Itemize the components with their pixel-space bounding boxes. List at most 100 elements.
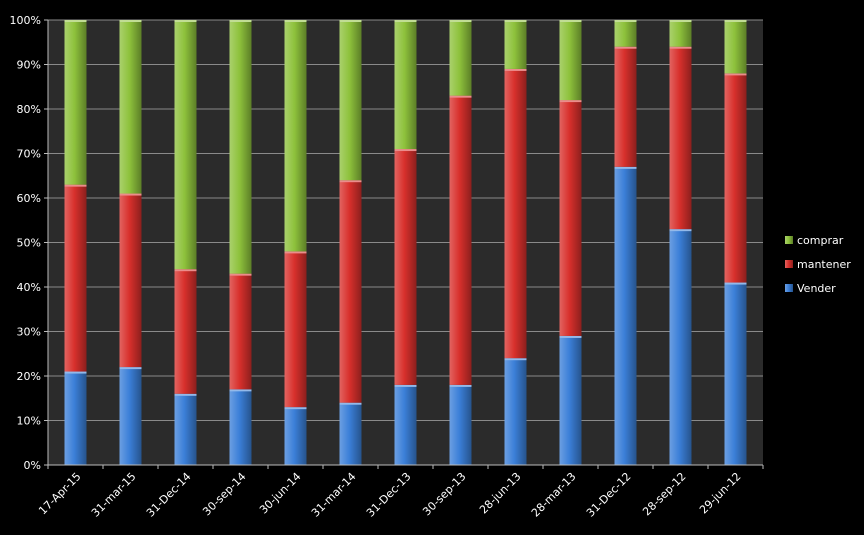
bar-edge xyxy=(504,358,527,361)
bar-edge xyxy=(559,335,582,338)
y-tick-label: 70% xyxy=(17,148,41,161)
bar-edge xyxy=(174,393,197,396)
bar-comprar-6 xyxy=(394,20,417,150)
bar-edge xyxy=(614,46,637,49)
y-tick-label: 50% xyxy=(17,237,41,250)
y-tick-label: 10% xyxy=(17,415,41,428)
bar-mantener-12 xyxy=(724,73,747,283)
bar-mantener-2 xyxy=(174,269,197,394)
bar-edge xyxy=(119,20,142,22)
bar-edge xyxy=(669,20,692,22)
bar-edge xyxy=(339,402,362,405)
bar-comprar-0 xyxy=(64,20,87,185)
bar-vender-9 xyxy=(559,335,582,465)
bar-edge xyxy=(449,20,472,22)
bar-comprar-2 xyxy=(174,20,197,270)
bar-mantener-8 xyxy=(504,68,527,359)
bar-edge xyxy=(64,184,87,187)
bar-edge xyxy=(724,282,747,285)
bar-edge xyxy=(284,20,307,22)
bar-edge xyxy=(614,20,637,22)
bar-comprar-1 xyxy=(119,20,142,194)
bar-vender-0 xyxy=(64,371,87,465)
y-tick-label: 80% xyxy=(17,103,41,116)
legend-swatch-mantener xyxy=(785,260,793,268)
bar-vender-1 xyxy=(119,367,142,465)
bar-comprar-12 xyxy=(724,20,747,74)
bar-edge xyxy=(229,389,252,392)
y-tick-label: 20% xyxy=(17,370,41,383)
legend: comprar mantener Vender xyxy=(785,234,851,295)
bar-mantener-6 xyxy=(394,149,417,385)
legend-swatch-comprar xyxy=(785,236,793,244)
bar-edge xyxy=(119,367,142,370)
bar-edge xyxy=(669,46,692,49)
bar-edge xyxy=(64,20,87,22)
bar-edge xyxy=(229,20,252,22)
bar-mantener-4 xyxy=(284,251,307,408)
bar-edge xyxy=(724,20,747,22)
bar-mantener-9 xyxy=(559,100,582,336)
bar-vender-8 xyxy=(504,358,527,465)
legend-label-mantener: mantener xyxy=(797,258,851,271)
legend-label-vender: Vender xyxy=(797,282,836,295)
bar-mantener-5 xyxy=(339,180,362,403)
bar-edge xyxy=(284,251,307,254)
bar-edge xyxy=(669,229,692,232)
bar-edge xyxy=(174,20,197,22)
bar-vender-12 xyxy=(724,282,747,465)
bar-edge xyxy=(614,166,637,169)
bar-edge xyxy=(559,20,582,22)
bars xyxy=(64,20,747,465)
bar-comprar-3 xyxy=(229,20,252,274)
bar-vender-6 xyxy=(394,384,417,465)
bar-edge xyxy=(339,20,362,22)
bar-vender-3 xyxy=(229,389,252,465)
bar-vender-5 xyxy=(339,402,362,465)
y-tick-label: 60% xyxy=(17,192,41,205)
bar-vender-7 xyxy=(449,384,472,465)
bar-edge xyxy=(394,384,417,387)
bar-comprar-8 xyxy=(504,20,527,69)
y-axis: 0% 10% 20% 30% 40% 50% 60% 70% 80% 90% 100% xyxy=(10,14,49,472)
bar-edge xyxy=(394,149,417,152)
bar-comprar-9 xyxy=(559,20,582,101)
legend-label-comprar: comprar xyxy=(797,234,844,247)
bar-comprar-4 xyxy=(284,20,307,252)
bar-edge xyxy=(724,73,747,76)
bar-mantener-10 xyxy=(614,46,637,167)
bar-edge xyxy=(504,68,527,71)
bar-edge xyxy=(174,269,197,272)
legend-swatch-vender xyxy=(785,284,793,292)
bar-edge xyxy=(64,371,87,374)
bar-edge xyxy=(504,20,527,22)
bar-edge xyxy=(284,407,307,410)
y-tick-label: 100% xyxy=(10,14,41,27)
bar-mantener-11 xyxy=(669,46,692,230)
y-tick-label: 0% xyxy=(24,459,41,472)
bar-edge xyxy=(119,193,142,196)
y-tick-label: 40% xyxy=(17,281,41,294)
bar-edge xyxy=(559,100,582,103)
bar-mantener-3 xyxy=(229,273,252,390)
bar-comprar-10 xyxy=(614,20,637,47)
bar-edge xyxy=(229,273,252,276)
y-tick-label: 30% xyxy=(17,326,41,339)
bar-vender-11 xyxy=(669,229,692,465)
bar-edge xyxy=(339,180,362,183)
bar-comprar-11 xyxy=(669,20,692,47)
bar-comprar-5 xyxy=(339,20,362,181)
bar-vender-4 xyxy=(284,407,307,465)
bar-mantener-0 xyxy=(64,184,87,372)
y-tick-label: 90% xyxy=(17,59,41,72)
bar-edge xyxy=(394,20,417,22)
bar-comprar-7 xyxy=(449,20,472,96)
bar-mantener-7 xyxy=(449,95,472,385)
bar-vender-10 xyxy=(614,166,637,465)
bar-mantener-1 xyxy=(119,193,142,368)
bar-edge xyxy=(449,95,472,98)
bar-vender-2 xyxy=(174,393,197,465)
bar-edge xyxy=(449,384,472,387)
